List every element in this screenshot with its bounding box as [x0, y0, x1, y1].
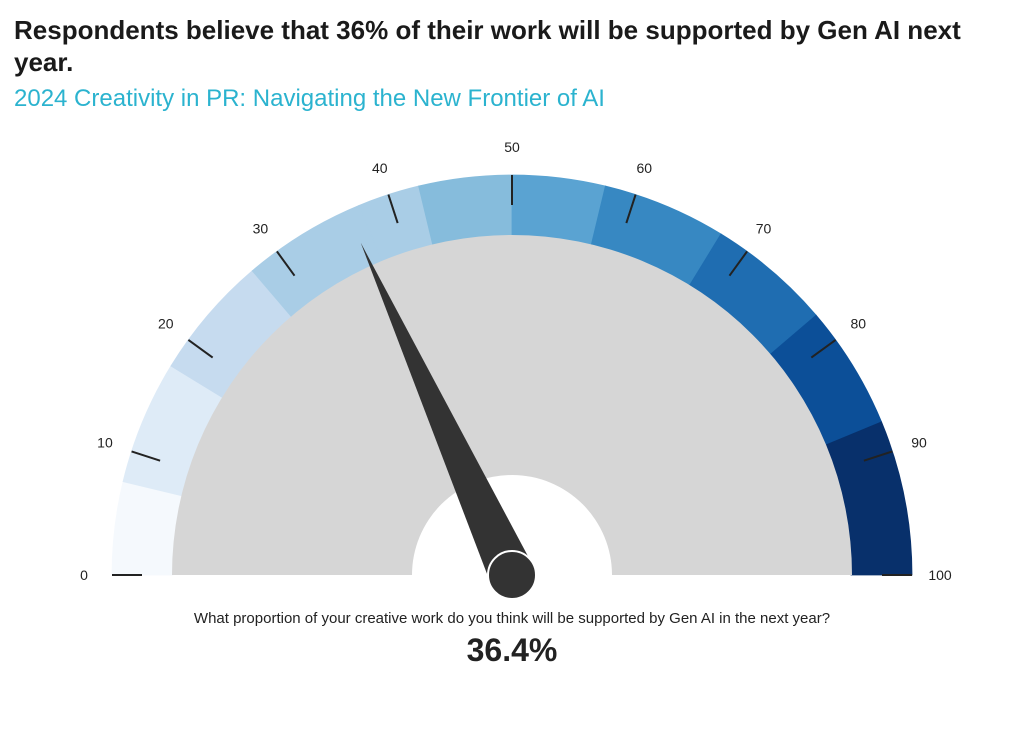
gauge-tick-70 — [728, 250, 748, 277]
gauge-tick-label-70: 70 — [756, 221, 772, 237]
gauge-chart: 0 10 20 30 40 50 60 70 80 90 100 — [80, 139, 952, 600]
gauge-tick-60 — [625, 194, 637, 224]
gauge-tick-40 — [387, 194, 399, 224]
gauge-band-5 — [418, 174, 513, 246]
gauge-tick-10 — [131, 450, 161, 462]
gauge-needle — [360, 242, 537, 600]
gauge-ticks — [112, 175, 912, 576]
gauge-needle-pointer — [360, 242, 533, 585]
gauge-band-0 — [111, 481, 183, 576]
gauge-tick-90 — [863, 450, 893, 462]
chart-subtitle: 2024 Creativity in PR: Navigating the Ne… — [14, 85, 605, 112]
gauge-tick-label-0: 0 — [80, 567, 88, 583]
gauge-tick-label-10: 10 — [97, 435, 113, 451]
gauge-value: 36.4% — [466, 632, 558, 668]
gauge-tick-label-20: 20 — [158, 315, 174, 331]
gauge-tick-label-40: 40 — [372, 160, 388, 176]
gauge-tick-label-60: 60 — [636, 160, 652, 176]
survey-question: What proportion of your creative work do… — [193, 610, 831, 627]
gauge-tick-label-90: 90 — [911, 435, 927, 451]
gauge-tick-label-50: 50 — [504, 139, 520, 155]
gauge-tick-label-80: 80 — [850, 315, 866, 331]
chart-title: Respondents believe that 36% of their wo… — [14, 15, 961, 77]
gauge-tick-20 — [187, 339, 214, 359]
gauge-tick-labels: 0 10 20 30 40 50 60 70 80 90 100 — [80, 139, 952, 583]
gauge-tick-label-100: 100 — [928, 567, 952, 583]
gauge-tick-30 — [276, 250, 296, 277]
gauge-inner-area — [172, 235, 852, 575]
gauge-tick-80 — [810, 339, 837, 359]
gauge-bands — [111, 174, 913, 576]
gauge-band-6 — [511, 174, 606, 246]
gauge-tick-label-30: 30 — [253, 221, 269, 237]
gauge-needle-hub — [487, 550, 537, 600]
